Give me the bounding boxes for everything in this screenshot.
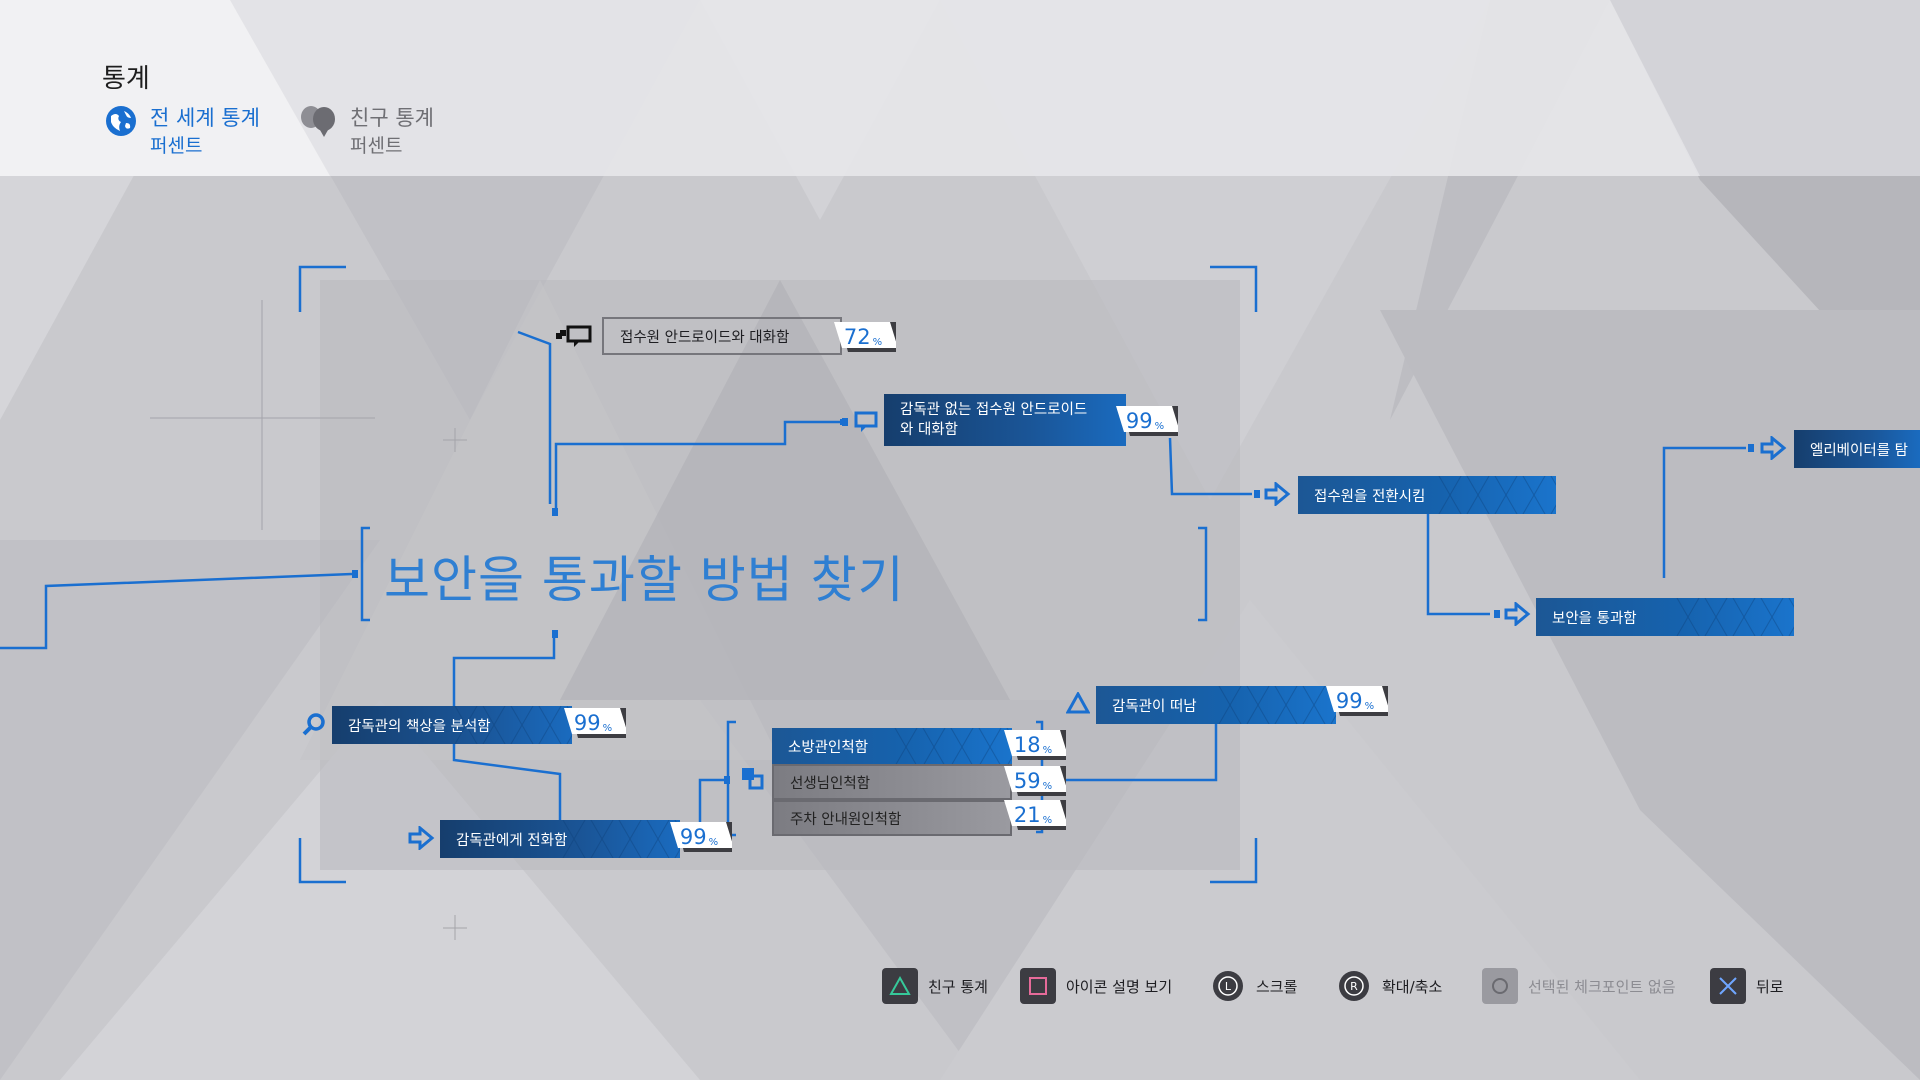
frame-corner-top-left [298, 265, 346, 312]
node-label: 감독관에게 전화함 [456, 832, 568, 849]
node-supervisor-left[interactable]: 감독관이 떠남 [1096, 686, 1336, 724]
node-pretend-teacher[interactable]: 선생님인척함 [772, 764, 1012, 800]
node-label: 접수원을 전환시킴 [1314, 488, 1426, 505]
percent-unit: % [1042, 814, 1053, 826]
arrow-icon [1760, 436, 1787, 460]
friends-icon [301, 106, 335, 137]
percent-unit: % [1364, 700, 1375, 712]
button-label: 친구 통계 [928, 977, 988, 996]
arrow-icon [408, 826, 435, 850]
arrow-icon [1504, 602, 1531, 626]
percent-unit: % [1042, 780, 1053, 792]
node-talk-without-supervisor[interactable]: 감독관 없는 접수원 안드로이드와 대화함 [884, 394, 1126, 446]
back-button[interactable]: 뒤로 [1710, 960, 1784, 1012]
scroll-hint[interactable]: L 스크롤 [1210, 960, 1297, 1012]
node-pretend-parking-attendant[interactable]: 주차 안내원인척함 [772, 800, 1012, 836]
frame-corner-bottom-left [298, 838, 346, 884]
percent-unit: % [1154, 420, 1165, 432]
percent-unit: % [872, 336, 883, 348]
node-label: 주차 안내원인척함 [790, 811, 902, 828]
percent-value: 99 [1335, 689, 1363, 713]
globe-icon [106, 106, 136, 136]
button-label: 뒤로 [1756, 977, 1784, 996]
frame-corner-top-right [1210, 265, 1258, 312]
tab-friends-label: 친구 통계 [350, 106, 434, 130]
button-label: 선택된 체크포인트 없음 [1528, 977, 1676, 996]
arrow-icon [1264, 482, 1291, 506]
percent-value: 21 [1013, 803, 1041, 827]
icon-legend-button[interactable]: 아이콘 설명 보기 [1020, 960, 1172, 1012]
percent-value: 99 [679, 825, 707, 849]
percent-unit: % [708, 836, 719, 848]
title-bracket-left [360, 526, 370, 622]
button-label: 스크롤 [1256, 977, 1298, 996]
node-call-supervisor[interactable]: 감독관에게 전화함 [440, 820, 680, 858]
node-label: 접수원 안드로이드와 대화함 [620, 329, 790, 346]
percent-value: 72 [843, 325, 871, 349]
node-pass-security[interactable]: 보안을 통과함 [1536, 598, 1794, 636]
chapter-objective-title: 보안을 통과할 방법 찾기 [384, 551, 905, 609]
dialogue-icon [556, 325, 592, 347]
percent-badge: 21% [1000, 800, 1066, 830]
right-stick-icon: R [1336, 968, 1372, 1004]
node-label: 감독관 없는 접수원 안드로이드와 대화함 [900, 402, 1088, 438]
stats-header: 통계 전 세계 통계 퍼센트 친구 통계 퍼센트 [0, 0, 1920, 176]
search-icon [302, 713, 325, 736]
node-label: 소방관인척함 [788, 739, 869, 756]
tab-friend-stats[interactable]: 친구 통계 퍼센트 [298, 104, 434, 160]
percent-badge: 72% [830, 322, 896, 352]
frame-corner-bottom-right [1210, 838, 1258, 884]
node-pretend-firefighter[interactable]: 소방관인척함 [772, 728, 1012, 764]
node-talk-receptionist[interactable]: 접수원 안드로이드와 대화함 [602, 317, 842, 355]
percent-unit: % [602, 722, 613, 734]
percent-badge: 99% [1112, 406, 1178, 436]
disguise-icon [742, 768, 764, 790]
percent-badge: 18% [1000, 730, 1066, 760]
percent-value: 59 [1013, 769, 1041, 793]
percent-badge: 99% [1322, 686, 1388, 716]
node-label: 엘리베이터를 탐 [1810, 442, 1908, 459]
triangle-button-icon [882, 968, 918, 1004]
left-stick-icon: L [1210, 968, 1246, 1004]
svg-text:R: R [1350, 980, 1358, 993]
controller-hints-bar: 친구 통계 아이콘 설명 보기 L 스크롤 R 확대/축소 선택된 체크포인트 … [0, 960, 1920, 1020]
percent-badge: 99% [666, 822, 732, 852]
percent-unit: % [1042, 744, 1053, 756]
node-label: 감독관의 책상을 분석함 [348, 718, 491, 735]
percent-value: 99 [573, 711, 601, 735]
node-label: 선생님인척함 [790, 775, 871, 792]
cross-button-icon [1710, 968, 1746, 1004]
triangle-icon [1066, 692, 1090, 714]
friend-stats-button[interactable]: 친구 통계 [882, 960, 988, 1012]
node-switch-receptionist[interactable]: 접수원을 전환시킴 [1298, 476, 1556, 514]
tab-world-label: 전 세계 통계 [150, 106, 260, 130]
percent-badge: 99% [560, 708, 626, 738]
svg-text:L: L [1225, 980, 1232, 993]
button-label: 확대/축소 [1382, 977, 1443, 996]
button-label: 아이콘 설명 보기 [1066, 977, 1173, 996]
tab-world-stats[interactable]: 전 세계 통계 퍼센트 [104, 104, 260, 160]
tab-world-sub: 퍼센트 [150, 135, 203, 157]
node-label: 감독관이 떠남 [1112, 698, 1197, 715]
page-title: 통계 [102, 64, 150, 94]
zoom-hint[interactable]: R 확대/축소 [1336, 960, 1442, 1012]
percent-value: 99 [1125, 409, 1153, 433]
percent-value: 18 [1013, 733, 1041, 757]
dialogue-icon [840, 411, 878, 432]
tab-friends-sub: 퍼센트 [350, 135, 403, 157]
circle-button-icon [1482, 968, 1518, 1004]
square-button-icon [1020, 968, 1056, 1004]
checkpoint-hint: 선택된 체크포인트 없음 [1482, 960, 1676, 1012]
percent-badge: 59% [1000, 766, 1066, 796]
node-label: 보안을 통과함 [1552, 610, 1637, 627]
node-ride-elevator[interactable]: 엘리베이터를 탐 [1794, 430, 1920, 468]
node-analyze-desk[interactable]: 감독관의 책상을 분석함 [332, 706, 572, 744]
title-bracket-right [1198, 526, 1208, 622]
